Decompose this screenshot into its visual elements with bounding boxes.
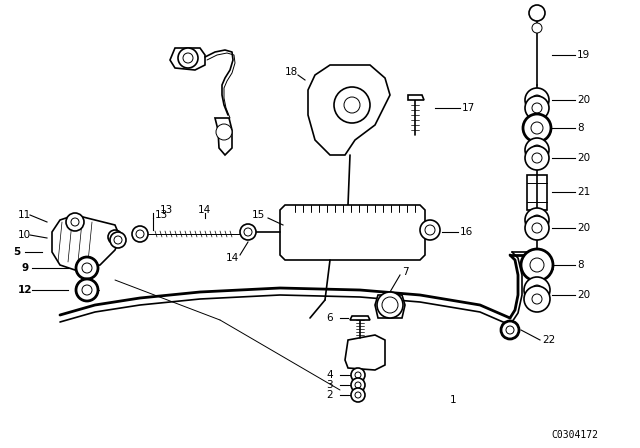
Circle shape [178,48,198,68]
Circle shape [532,95,542,105]
Circle shape [525,216,549,240]
Circle shape [525,208,549,232]
Text: 14: 14 [198,205,211,215]
Text: 4: 4 [326,370,333,380]
Text: 1: 1 [450,395,456,405]
Circle shape [355,382,361,388]
Circle shape [82,263,92,273]
Polygon shape [345,335,385,370]
Circle shape [344,97,360,113]
Text: 20: 20 [577,153,590,163]
Polygon shape [52,215,120,270]
Circle shape [351,368,365,382]
Circle shape [76,257,98,279]
Text: 15: 15 [252,210,265,220]
Circle shape [244,228,252,236]
Circle shape [530,258,544,272]
Text: 13: 13 [155,210,168,220]
Circle shape [216,124,232,140]
Text: 11: 11 [18,210,31,220]
Circle shape [351,378,365,392]
Circle shape [183,53,193,63]
Text: 5: 5 [13,247,20,257]
Circle shape [382,297,398,313]
Circle shape [71,218,79,226]
Circle shape [501,321,519,339]
Circle shape [524,286,550,312]
Circle shape [351,388,365,402]
Circle shape [136,230,144,238]
Circle shape [532,215,542,225]
Text: 19: 19 [577,50,590,60]
Polygon shape [375,295,405,318]
Circle shape [525,88,549,112]
Text: 20: 20 [577,95,590,105]
Polygon shape [308,65,390,155]
Text: 13: 13 [160,205,173,215]
Text: 8: 8 [577,123,584,133]
Circle shape [525,96,549,120]
Text: 7: 7 [402,267,408,277]
Text: 18: 18 [285,67,298,77]
Circle shape [525,146,549,170]
Circle shape [525,138,549,162]
Text: 20: 20 [577,290,590,300]
Circle shape [529,5,545,21]
Polygon shape [408,95,424,100]
Circle shape [377,292,403,318]
Circle shape [82,285,92,295]
Circle shape [76,279,98,301]
Circle shape [66,213,84,231]
Circle shape [240,224,256,240]
Circle shape [506,326,514,334]
Polygon shape [350,316,370,320]
Circle shape [524,277,550,303]
Circle shape [355,392,361,398]
Circle shape [420,220,440,240]
Text: 17: 17 [462,103,476,113]
Circle shape [112,234,118,240]
Text: C0304172: C0304172 [552,430,598,440]
Circle shape [532,23,542,33]
Text: 20: 20 [577,223,590,233]
Circle shape [532,103,542,113]
Circle shape [132,226,148,242]
Text: 3: 3 [326,380,333,390]
Text: 10: 10 [18,230,31,240]
Text: 2: 2 [326,390,333,400]
Circle shape [532,294,542,304]
Polygon shape [280,205,425,260]
Circle shape [108,230,122,244]
Text: 9: 9 [22,263,29,273]
Text: 14: 14 [226,253,239,263]
Circle shape [355,372,361,378]
Text: 6: 6 [326,313,333,323]
Text: 22: 22 [542,335,556,345]
Polygon shape [170,48,205,70]
Circle shape [531,122,543,134]
Text: 21: 21 [577,187,590,197]
Polygon shape [215,118,232,155]
Circle shape [532,285,542,295]
Circle shape [532,153,542,163]
Circle shape [523,114,551,142]
Circle shape [425,225,435,235]
Text: 16: 16 [460,227,473,237]
Circle shape [334,87,370,123]
Polygon shape [527,175,547,210]
Circle shape [532,223,542,233]
Text: 12: 12 [18,285,33,295]
Circle shape [110,232,126,248]
Circle shape [384,299,396,311]
Circle shape [521,249,553,281]
Text: 8: 8 [577,260,584,270]
Circle shape [114,236,122,244]
Circle shape [532,145,542,155]
